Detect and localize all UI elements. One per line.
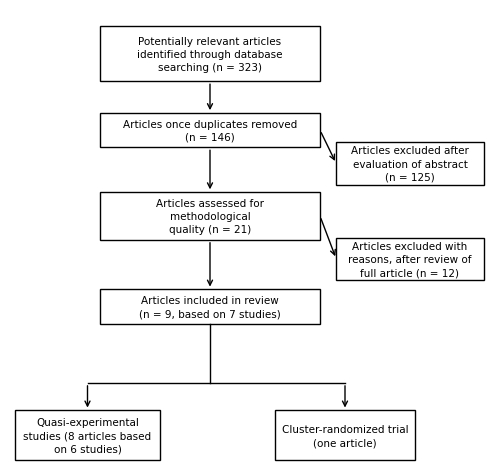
- Text: Potentially relevant articles
identified through database
searching (n = 323): Potentially relevant articles identified…: [137, 37, 283, 73]
- FancyBboxPatch shape: [100, 290, 320, 324]
- Text: Articles assessed for
methodological
quality (n = 21): Articles assessed for methodological qua…: [156, 198, 264, 235]
- FancyBboxPatch shape: [100, 28, 320, 82]
- Text: Articles excluded with
reasons, after review of
full article (n = 12): Articles excluded with reasons, after re…: [348, 241, 472, 278]
- FancyBboxPatch shape: [15, 410, 160, 461]
- FancyBboxPatch shape: [100, 193, 320, 240]
- Text: Articles included in review
(n = 9, based on 7 studies): Articles included in review (n = 9, base…: [139, 296, 281, 318]
- Text: Cluster-randomized trial
(one article): Cluster-randomized trial (one article): [282, 424, 408, 447]
- Text: Articles once duplicates removed
(n = 146): Articles once duplicates removed (n = 14…: [123, 119, 297, 142]
- Text: Articles excluded after
evaluation of abstract
(n = 125): Articles excluded after evaluation of ab…: [351, 146, 469, 182]
- FancyBboxPatch shape: [275, 410, 415, 461]
- FancyBboxPatch shape: [100, 114, 320, 148]
- Text: Quasi-experimental
studies (8 articles based
on 6 studies): Quasi-experimental studies (8 articles b…: [24, 417, 152, 454]
- FancyBboxPatch shape: [336, 143, 484, 186]
- FancyBboxPatch shape: [336, 238, 484, 281]
